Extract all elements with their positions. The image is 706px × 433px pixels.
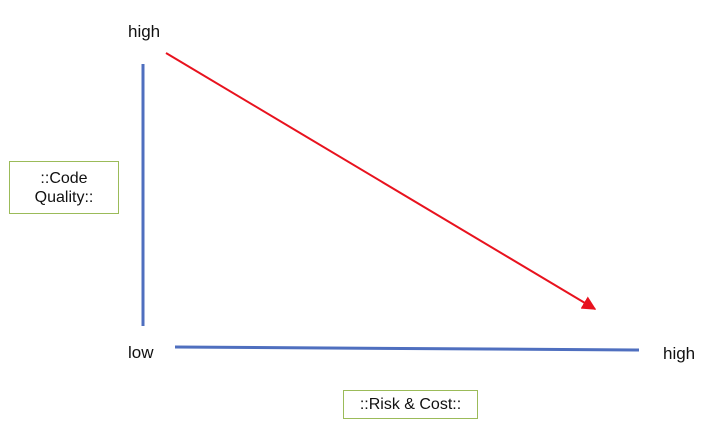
x-axis-line [174, 345, 640, 352]
y-axis-title-box: ::Code Quality:: [9, 161, 119, 214]
y-axis-high-label: high [128, 22, 161, 41]
x-axis-high-label: high [663, 344, 696, 363]
x-axis-title: ::Risk & Cost:: [359, 396, 462, 413]
y-axis-title-line2: Quality:: [34, 189, 94, 206]
x-axis-title-box: ::Risk & Cost:: [343, 390, 478, 419]
x-axis-low-label: low [128, 343, 154, 362]
trend-arrow [165, 52, 597, 310]
y-axis-title-line1: ::Code [40, 170, 88, 187]
